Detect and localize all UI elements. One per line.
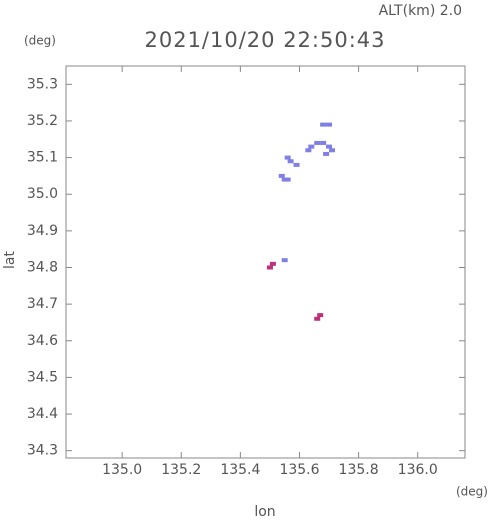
echo-point <box>266 265 273 270</box>
x-tick-label: 136.0 <box>398 462 438 478</box>
y-tick-label: 34.8 <box>27 259 58 275</box>
plot-frame <box>65 65 466 459</box>
y-unit: (deg) <box>24 34 56 48</box>
x-axis-label: lon <box>254 504 275 520</box>
echo-point <box>326 144 333 149</box>
echo-point <box>317 313 324 318</box>
x-tick-label: 135.8 <box>339 462 379 478</box>
echo-point <box>314 140 321 145</box>
echo-point <box>281 258 288 263</box>
echo-point <box>323 151 330 156</box>
echo-point <box>269 261 276 266</box>
echo-point <box>287 159 294 164</box>
echo-point <box>329 148 335 153</box>
echo-point <box>320 122 327 127</box>
x-tick-label: 135.6 <box>279 462 319 478</box>
y-tick-label: 35.3 <box>27 76 58 92</box>
x-tick-label: 135.4 <box>220 462 260 478</box>
y-tick-label: 34.3 <box>27 443 58 459</box>
echo-point <box>320 140 327 145</box>
y-tick-label: 35.2 <box>27 113 58 129</box>
echo-point <box>308 144 315 149</box>
chart-title: 2021/10/20 22:50:43 <box>144 28 385 52</box>
echo-point <box>305 148 312 153</box>
y-tick-label: 34.7 <box>27 296 58 312</box>
x-unit: (deg) <box>456 485 488 499</box>
y-tick-label: 34.6 <box>27 333 58 349</box>
echo-point <box>314 316 321 321</box>
y-tick-label: 34.9 <box>27 223 58 239</box>
echo-point <box>326 122 333 127</box>
y-tick-label: 34.5 <box>27 369 58 385</box>
x-tick-label: 135.2 <box>161 462 201 478</box>
y-tick-label: 34.4 <box>27 406 58 422</box>
x-tick-label: 135.0 <box>102 462 142 478</box>
echo-point <box>293 162 300 167</box>
y-tick-label: 35.0 <box>27 186 58 202</box>
echo-point <box>284 155 291 160</box>
y-axis-label: lat <box>2 251 18 269</box>
y-tick-label: 35.1 <box>27 150 58 166</box>
altitude-annotation: ALT(km) 2.0 <box>379 3 462 19</box>
echo-point <box>278 173 285 178</box>
echo-point <box>284 177 291 182</box>
